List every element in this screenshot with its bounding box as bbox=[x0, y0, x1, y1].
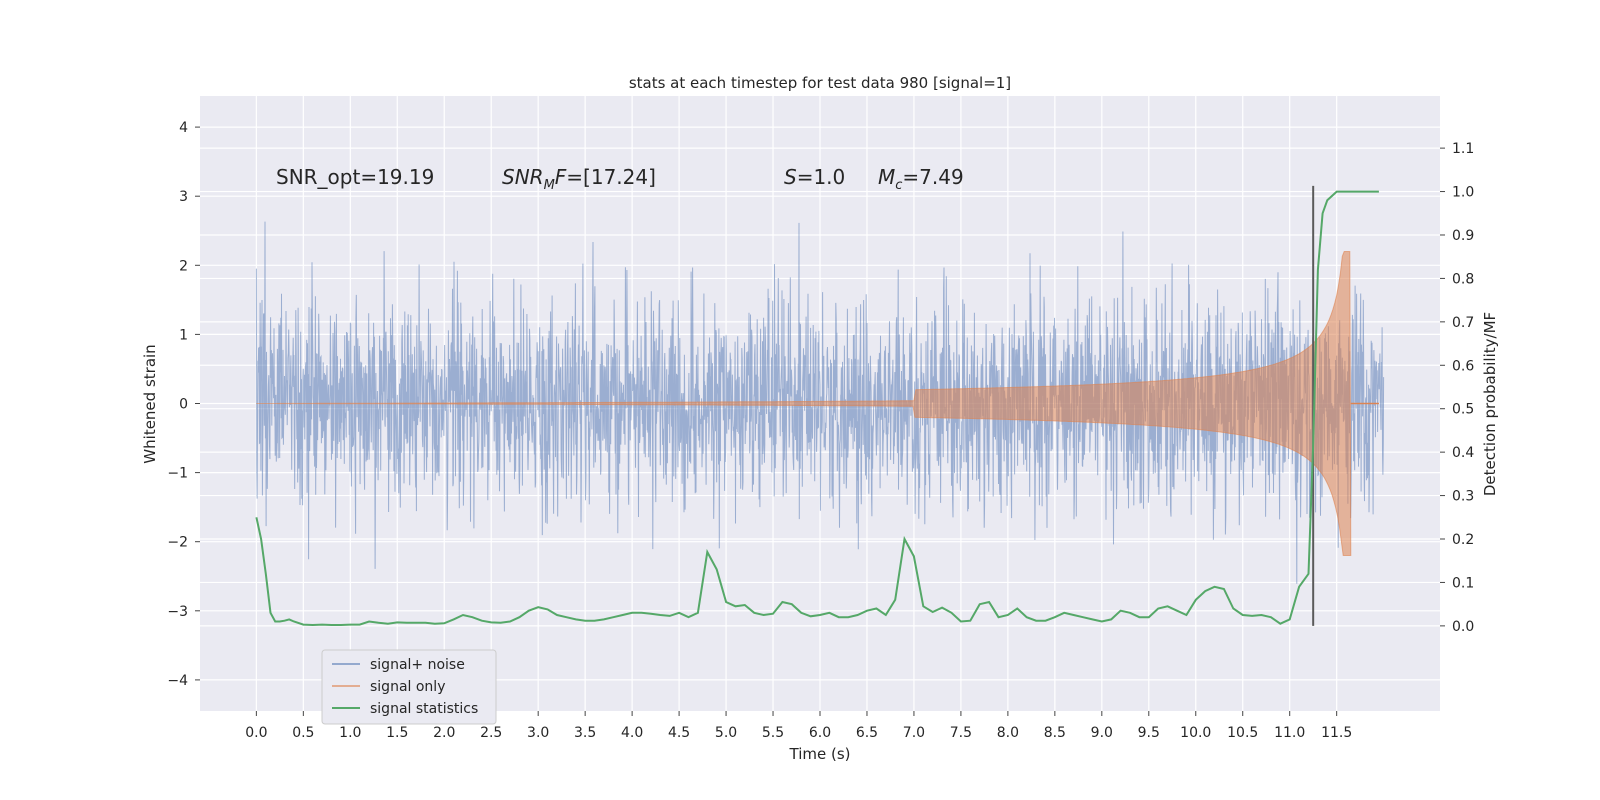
x-tick-label-1: 0.5 bbox=[292, 725, 314, 741]
x-tick-label-11: 5.5 bbox=[762, 725, 784, 741]
x-tick-label-21: 10.5 bbox=[1227, 725, 1258, 741]
legend-label-signal-noise: signal+ noise bbox=[370, 657, 465, 673]
y-tick-label-5: 1 bbox=[179, 327, 188, 343]
x-tick-label-12: 6.0 bbox=[809, 725, 831, 741]
x-tick-label-4: 2.0 bbox=[433, 725, 455, 741]
x-tick-label-7: 3.5 bbox=[574, 725, 596, 741]
y-tick-label-3: −1 bbox=[167, 466, 188, 482]
x-tick-label-15: 7.5 bbox=[950, 725, 972, 741]
y2-tick-label-9: 0.9 bbox=[1452, 228, 1474, 244]
x-axis-label: Time (s) bbox=[789, 745, 851, 763]
y2-tick-label-4: 0.4 bbox=[1452, 445, 1474, 461]
legend-label-signal-statistics: signal statistics bbox=[370, 701, 478, 717]
x-tick-label-17: 8.5 bbox=[1044, 725, 1066, 741]
y-tick-label-6: 2 bbox=[179, 258, 188, 274]
signal-statistics-series bbox=[255, 190, 1379, 627]
y2-tick-label-5: 0.5 bbox=[1452, 402, 1474, 418]
x-tick-label-20: 10.0 bbox=[1180, 725, 1211, 741]
annotation-s: S=1.0 bbox=[784, 165, 845, 189]
x-tick-label-9: 4.5 bbox=[668, 725, 690, 741]
y2-tick-labels: 0.0 0.1 0.2 0.3 0.4 0.5 0.6 0.7 0.8 0.9 1.0 1.1 bbox=[1440, 141, 1474, 635]
x-tick-labels: 0.0 0.5 1.0 1.5 2.0 2.5 3.0 3.5 4.0 4.5 5.0 5.5 6.0 6… bbox=[245, 711, 1352, 741]
x-tick-label-0: 0.0 bbox=[245, 725, 267, 741]
y2-axis-label: Detection probability/MF bbox=[1481, 312, 1499, 496]
x-tick-label-16: 8.0 bbox=[997, 725, 1019, 741]
y-tick-label-4: 0 bbox=[179, 397, 188, 413]
y-tick-labels: −4 −3 −2 −1 0 1 2 3 4 bbox=[167, 120, 200, 689]
y2-tick-label-6: 0.6 bbox=[1452, 358, 1474, 374]
y2-tick-label-2: 0.2 bbox=[1452, 532, 1474, 548]
legend-box bbox=[321, 649, 497, 725]
y2-tick-label-0: 0.0 bbox=[1452, 619, 1474, 635]
y2-tick-label-1: 0.1 bbox=[1452, 575, 1474, 591]
y-tick-label-8: 4 bbox=[179, 120, 188, 136]
x-tick-label-18: 9.0 bbox=[1091, 725, 1113, 741]
legend: signal+ noise signal only signal statist… bbox=[321, 649, 497, 725]
annotation-mc: Mc=7.49 bbox=[878, 165, 964, 193]
y-tick-label-1: −3 bbox=[167, 604, 188, 620]
annotation-snr-opt: SNR_opt=19.19 bbox=[276, 165, 434, 189]
y2-tick-label-7: 0.7 bbox=[1452, 315, 1474, 331]
signal-only-series bbox=[256, 251, 1379, 556]
signal-noise-trace bbox=[255, 221, 1385, 584]
y-axis-label: Whitened strain bbox=[141, 344, 159, 463]
x-tick-label-23: 11.5 bbox=[1321, 725, 1352, 741]
x-tick-label-3: 1.5 bbox=[386, 725, 408, 741]
chart-title: stats at each timestep for test data 980… bbox=[629, 74, 1011, 92]
x-tick-label-2: 1.0 bbox=[339, 725, 361, 741]
x-tick-label-19: 9.5 bbox=[1138, 725, 1160, 741]
signal-only-envelope bbox=[256, 251, 1352, 556]
y-tick-label-7: 3 bbox=[179, 189, 188, 205]
y2-tick-label-11: 1.1 bbox=[1452, 141, 1474, 157]
x-tick-label-22: 11.0 bbox=[1274, 725, 1305, 741]
legend-label-signal-only: signal only bbox=[370, 679, 445, 695]
x-tick-label-8: 4.0 bbox=[621, 725, 643, 741]
x-tick-label-5: 2.5 bbox=[480, 725, 502, 741]
x-tick-label-6: 3.0 bbox=[527, 725, 549, 741]
signal-noise-series bbox=[255, 221, 1385, 584]
y-tick-label-0: −4 bbox=[167, 673, 188, 689]
y-tick-label-2: −2 bbox=[167, 535, 188, 551]
y2-tick-label-3: 0.3 bbox=[1452, 489, 1474, 505]
x-tick-label-13: 6.5 bbox=[856, 725, 878, 741]
annotation-snr-mf: SNRMF=[17.24] bbox=[502, 165, 656, 193]
y2-tick-label-10: 1.0 bbox=[1452, 185, 1474, 201]
x-tick-label-10: 5.0 bbox=[715, 725, 737, 741]
y2-tick-label-8: 0.8 bbox=[1452, 271, 1474, 287]
x-tick-label-14: 7.0 bbox=[903, 725, 925, 741]
